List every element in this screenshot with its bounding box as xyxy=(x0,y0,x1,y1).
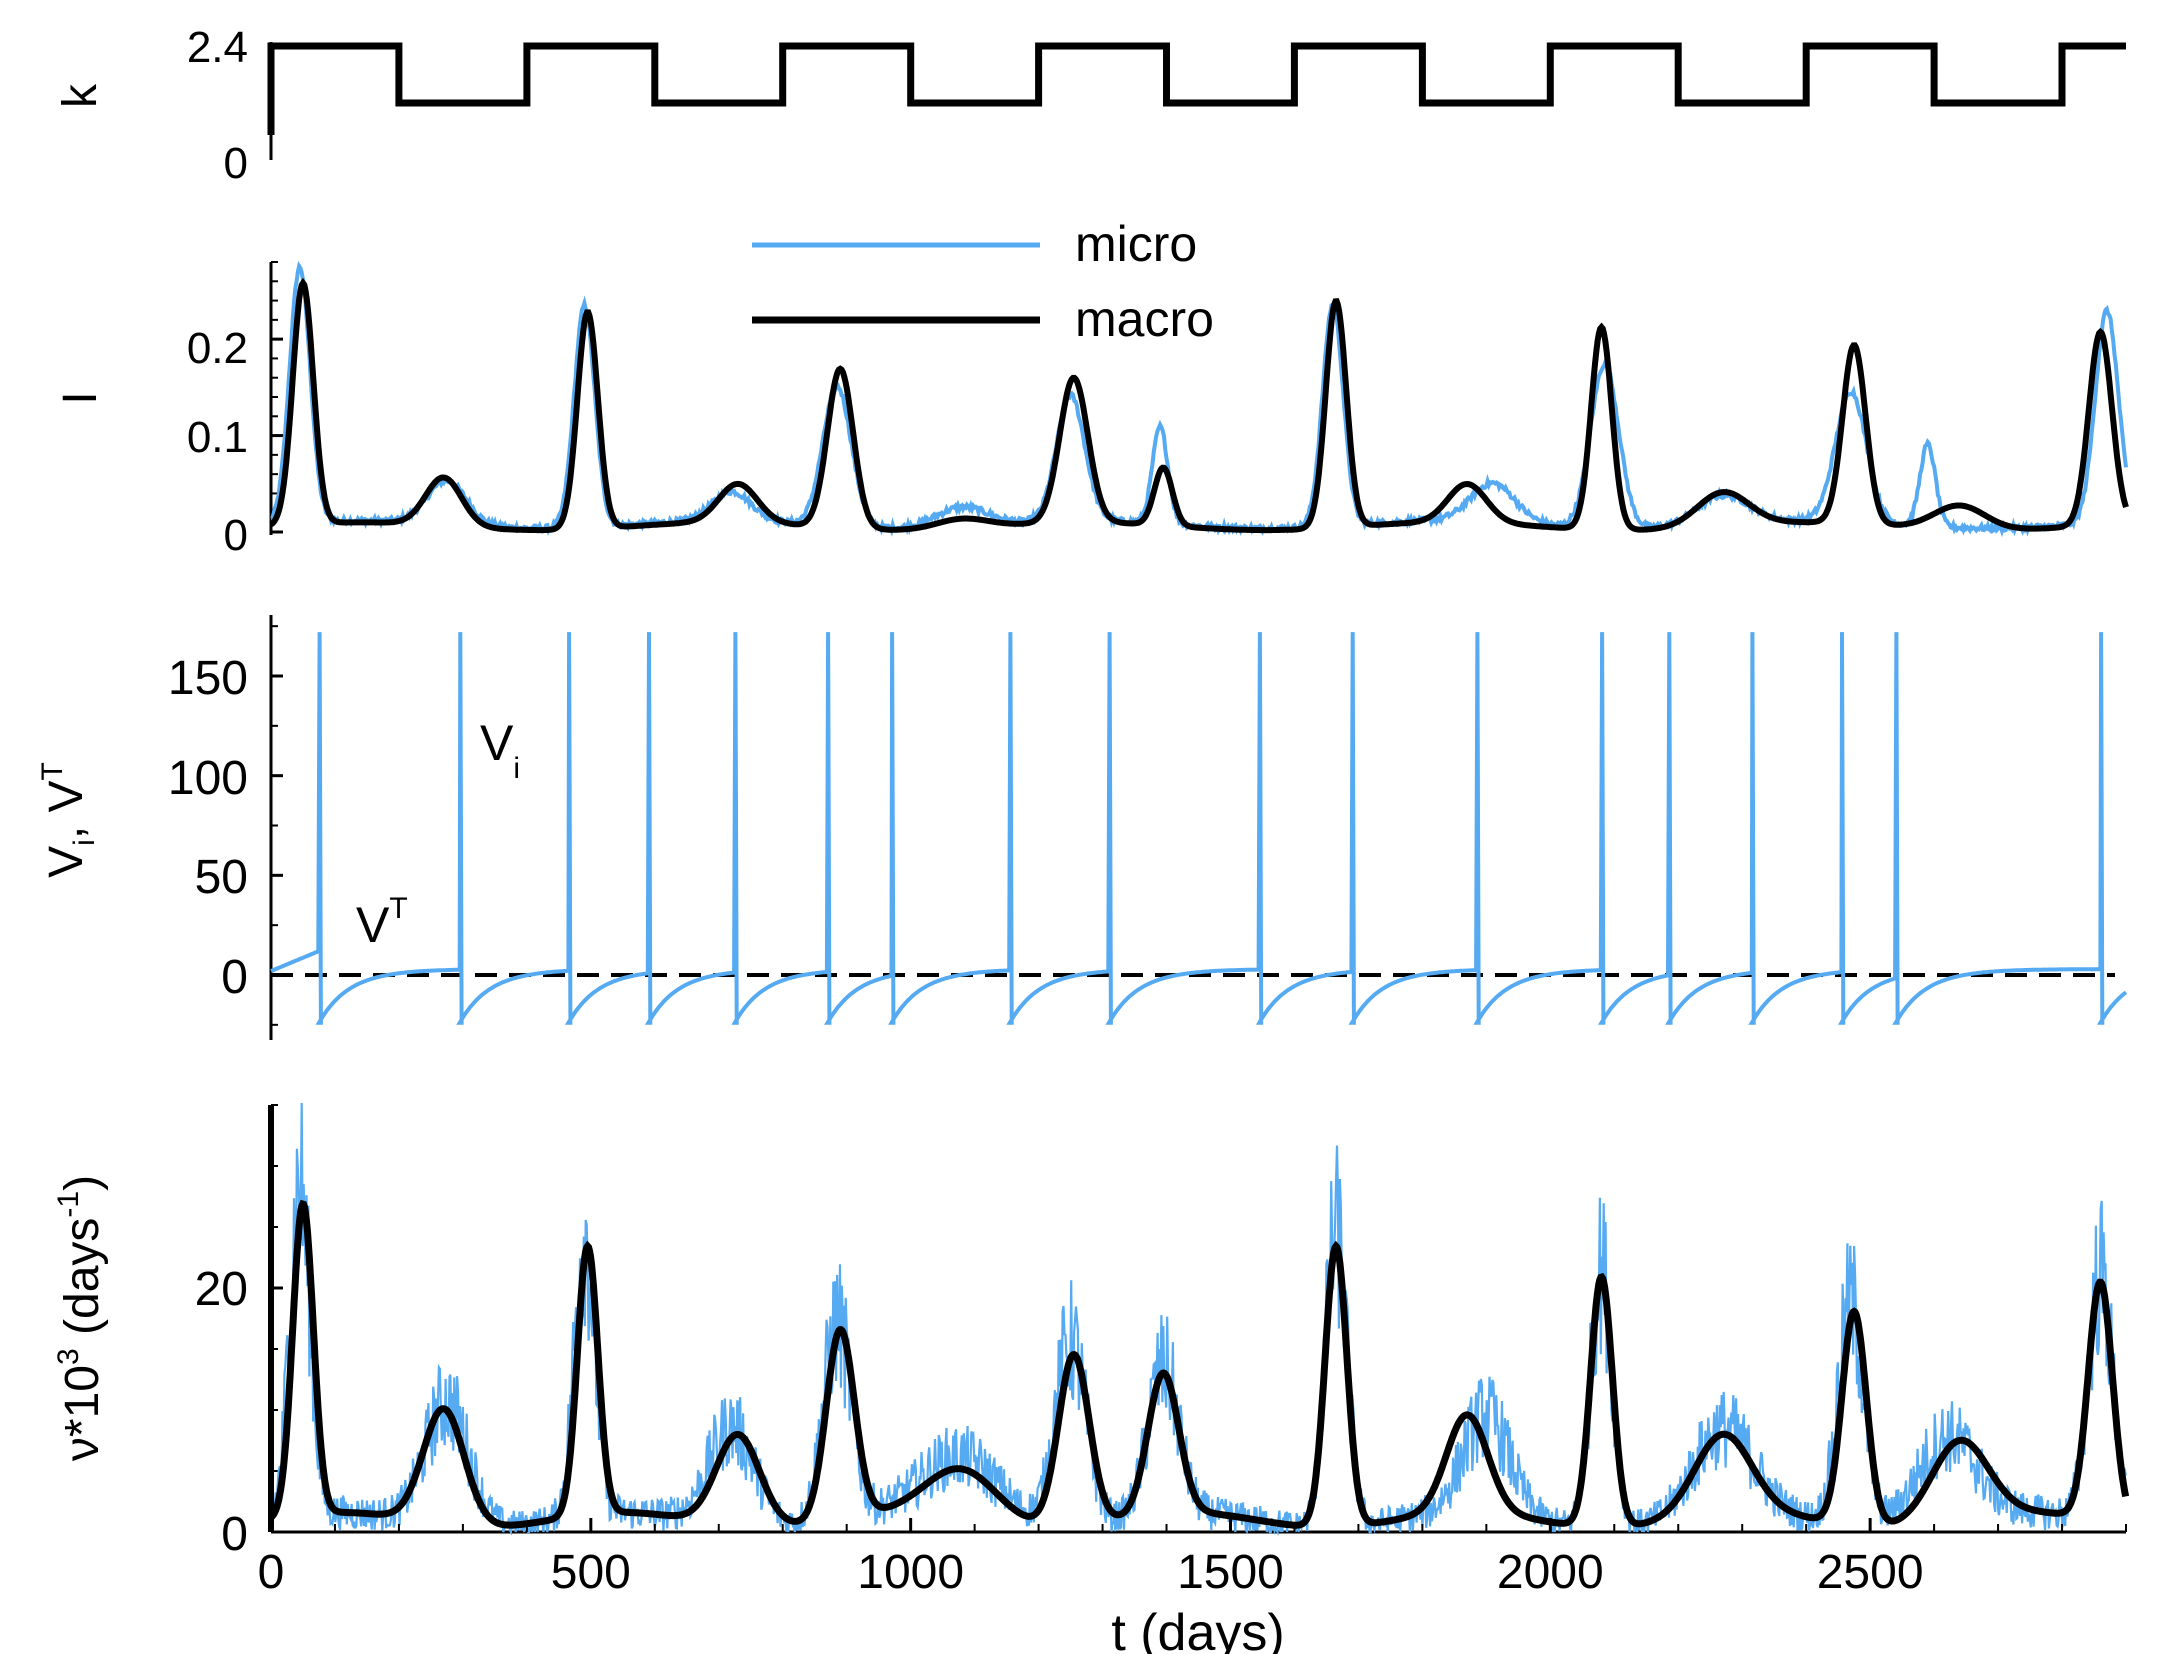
I-macro-line xyxy=(269,277,2129,534)
svg-text:ν*103 (days-1): ν*103 (days-1) xyxy=(52,1175,109,1461)
svg-text:Vi, VT: Vi, VT xyxy=(36,762,101,878)
V-ytick-100: 100 xyxy=(168,752,248,805)
nu-ytick-20: 20 xyxy=(195,1263,248,1316)
k-y-label: k xyxy=(54,83,107,108)
panel-nu: 20 0 ν*103 (days-1) 0 500 1000 1500 2000 2500… xyxy=(52,1102,2130,1654)
x-tick-label: 2000 xyxy=(1497,1546,1604,1599)
nu-macro-line xyxy=(268,1199,2130,1529)
nu-micro-line xyxy=(269,1102,2127,1537)
panel-I: 0 0.1 0.2 I micro macro xyxy=(54,216,2129,560)
I-ytick-0.2: 0.2 xyxy=(187,324,248,373)
panel-k: 2.4 0 k xyxy=(54,23,2126,188)
k-ytick-2.4: 2.4 xyxy=(187,23,248,72)
vi-annotation: Vi xyxy=(480,715,520,785)
legend-macro-label: macro xyxy=(1075,291,1214,347)
legend-micro-label: micro xyxy=(1075,216,1197,272)
V-y-label: Vi, VT xyxy=(36,762,101,878)
x-tick-label: 0 xyxy=(258,1546,285,1599)
vt-annotation: VT xyxy=(356,892,408,953)
k-ytick-0: 0 xyxy=(224,139,248,188)
k-series-line xyxy=(267,42,2126,135)
V-ytick-150: 150 xyxy=(168,652,248,705)
panel-V: 150 100 50 0 Vi, VT Vi VT xyxy=(36,615,2128,1040)
x-tick-label: 1000 xyxy=(857,1546,964,1599)
V-ytick-0: 0 xyxy=(221,951,248,1004)
x-tick-label: 1500 xyxy=(1177,1546,1284,1599)
I-ytick-0: 0 xyxy=(224,511,248,560)
I-y-label: I xyxy=(54,391,107,404)
x-axis-label: t (days) xyxy=(1111,1604,1284,1654)
nu-ytick-0: 0 xyxy=(221,1508,248,1561)
nu-y-label: ν*103 (days-1) xyxy=(52,1175,109,1461)
I-ytick-0.1: 0.1 xyxy=(187,413,248,462)
legend: micro macro xyxy=(752,216,1214,347)
Vi-line xyxy=(270,632,2128,1025)
x-tick-label: 2500 xyxy=(1817,1546,1924,1599)
V-ytick-50: 50 xyxy=(195,851,248,904)
x-tick-label: 500 xyxy=(551,1546,631,1599)
